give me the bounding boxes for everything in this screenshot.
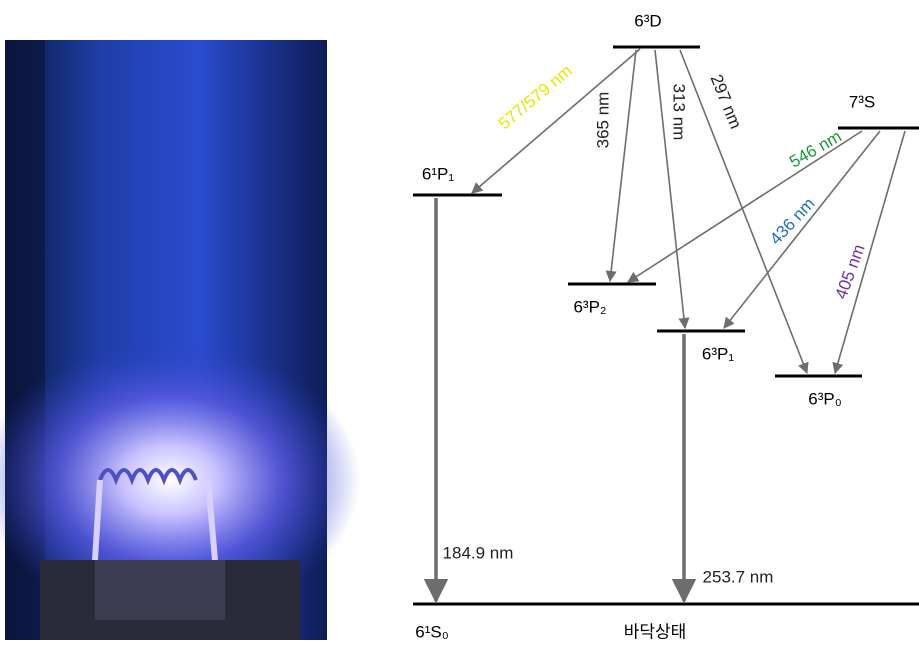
wavelength-label: 546 nm: [786, 127, 845, 172]
ground-state-label: 바닥상태: [624, 622, 687, 641]
wavelength-label: 253.7 nm: [703, 567, 774, 586]
level-label: 7³S: [849, 92, 875, 111]
level-label: 6¹S₀: [415, 622, 449, 641]
wavelength-label: 184.9 nm: [443, 543, 514, 562]
lamp-photo: [0, 40, 360, 640]
wavelength-label: 365 nm: [593, 92, 612, 149]
wavelength-label: 297 nm: [707, 72, 746, 132]
level-label: 6¹P₁: [422, 164, 454, 183]
level-label: 6³P₁: [702, 344, 734, 363]
level-label: 6³P₀: [808, 389, 842, 408]
level-label: 6³D: [634, 11, 661, 30]
level-label: 6³P₂: [573, 297, 606, 316]
transition-arrow: [628, 131, 862, 282]
wavelength-label: 436 nm: [766, 194, 819, 248]
transition-arrow: [835, 131, 905, 373]
transition-arrow: [610, 50, 636, 281]
wavelength-label: 577/579 nm: [495, 61, 576, 133]
wavelength-label: 405 nm: [831, 242, 868, 302]
wavelength-label: 313 nm: [670, 84, 689, 141]
figure: 6³D 7³S 6¹P₁ 6³P₂ 6³P₁ 6³P₀ 6¹S₀ 바닥상태 577/579 nm…: [0, 0, 919, 651]
